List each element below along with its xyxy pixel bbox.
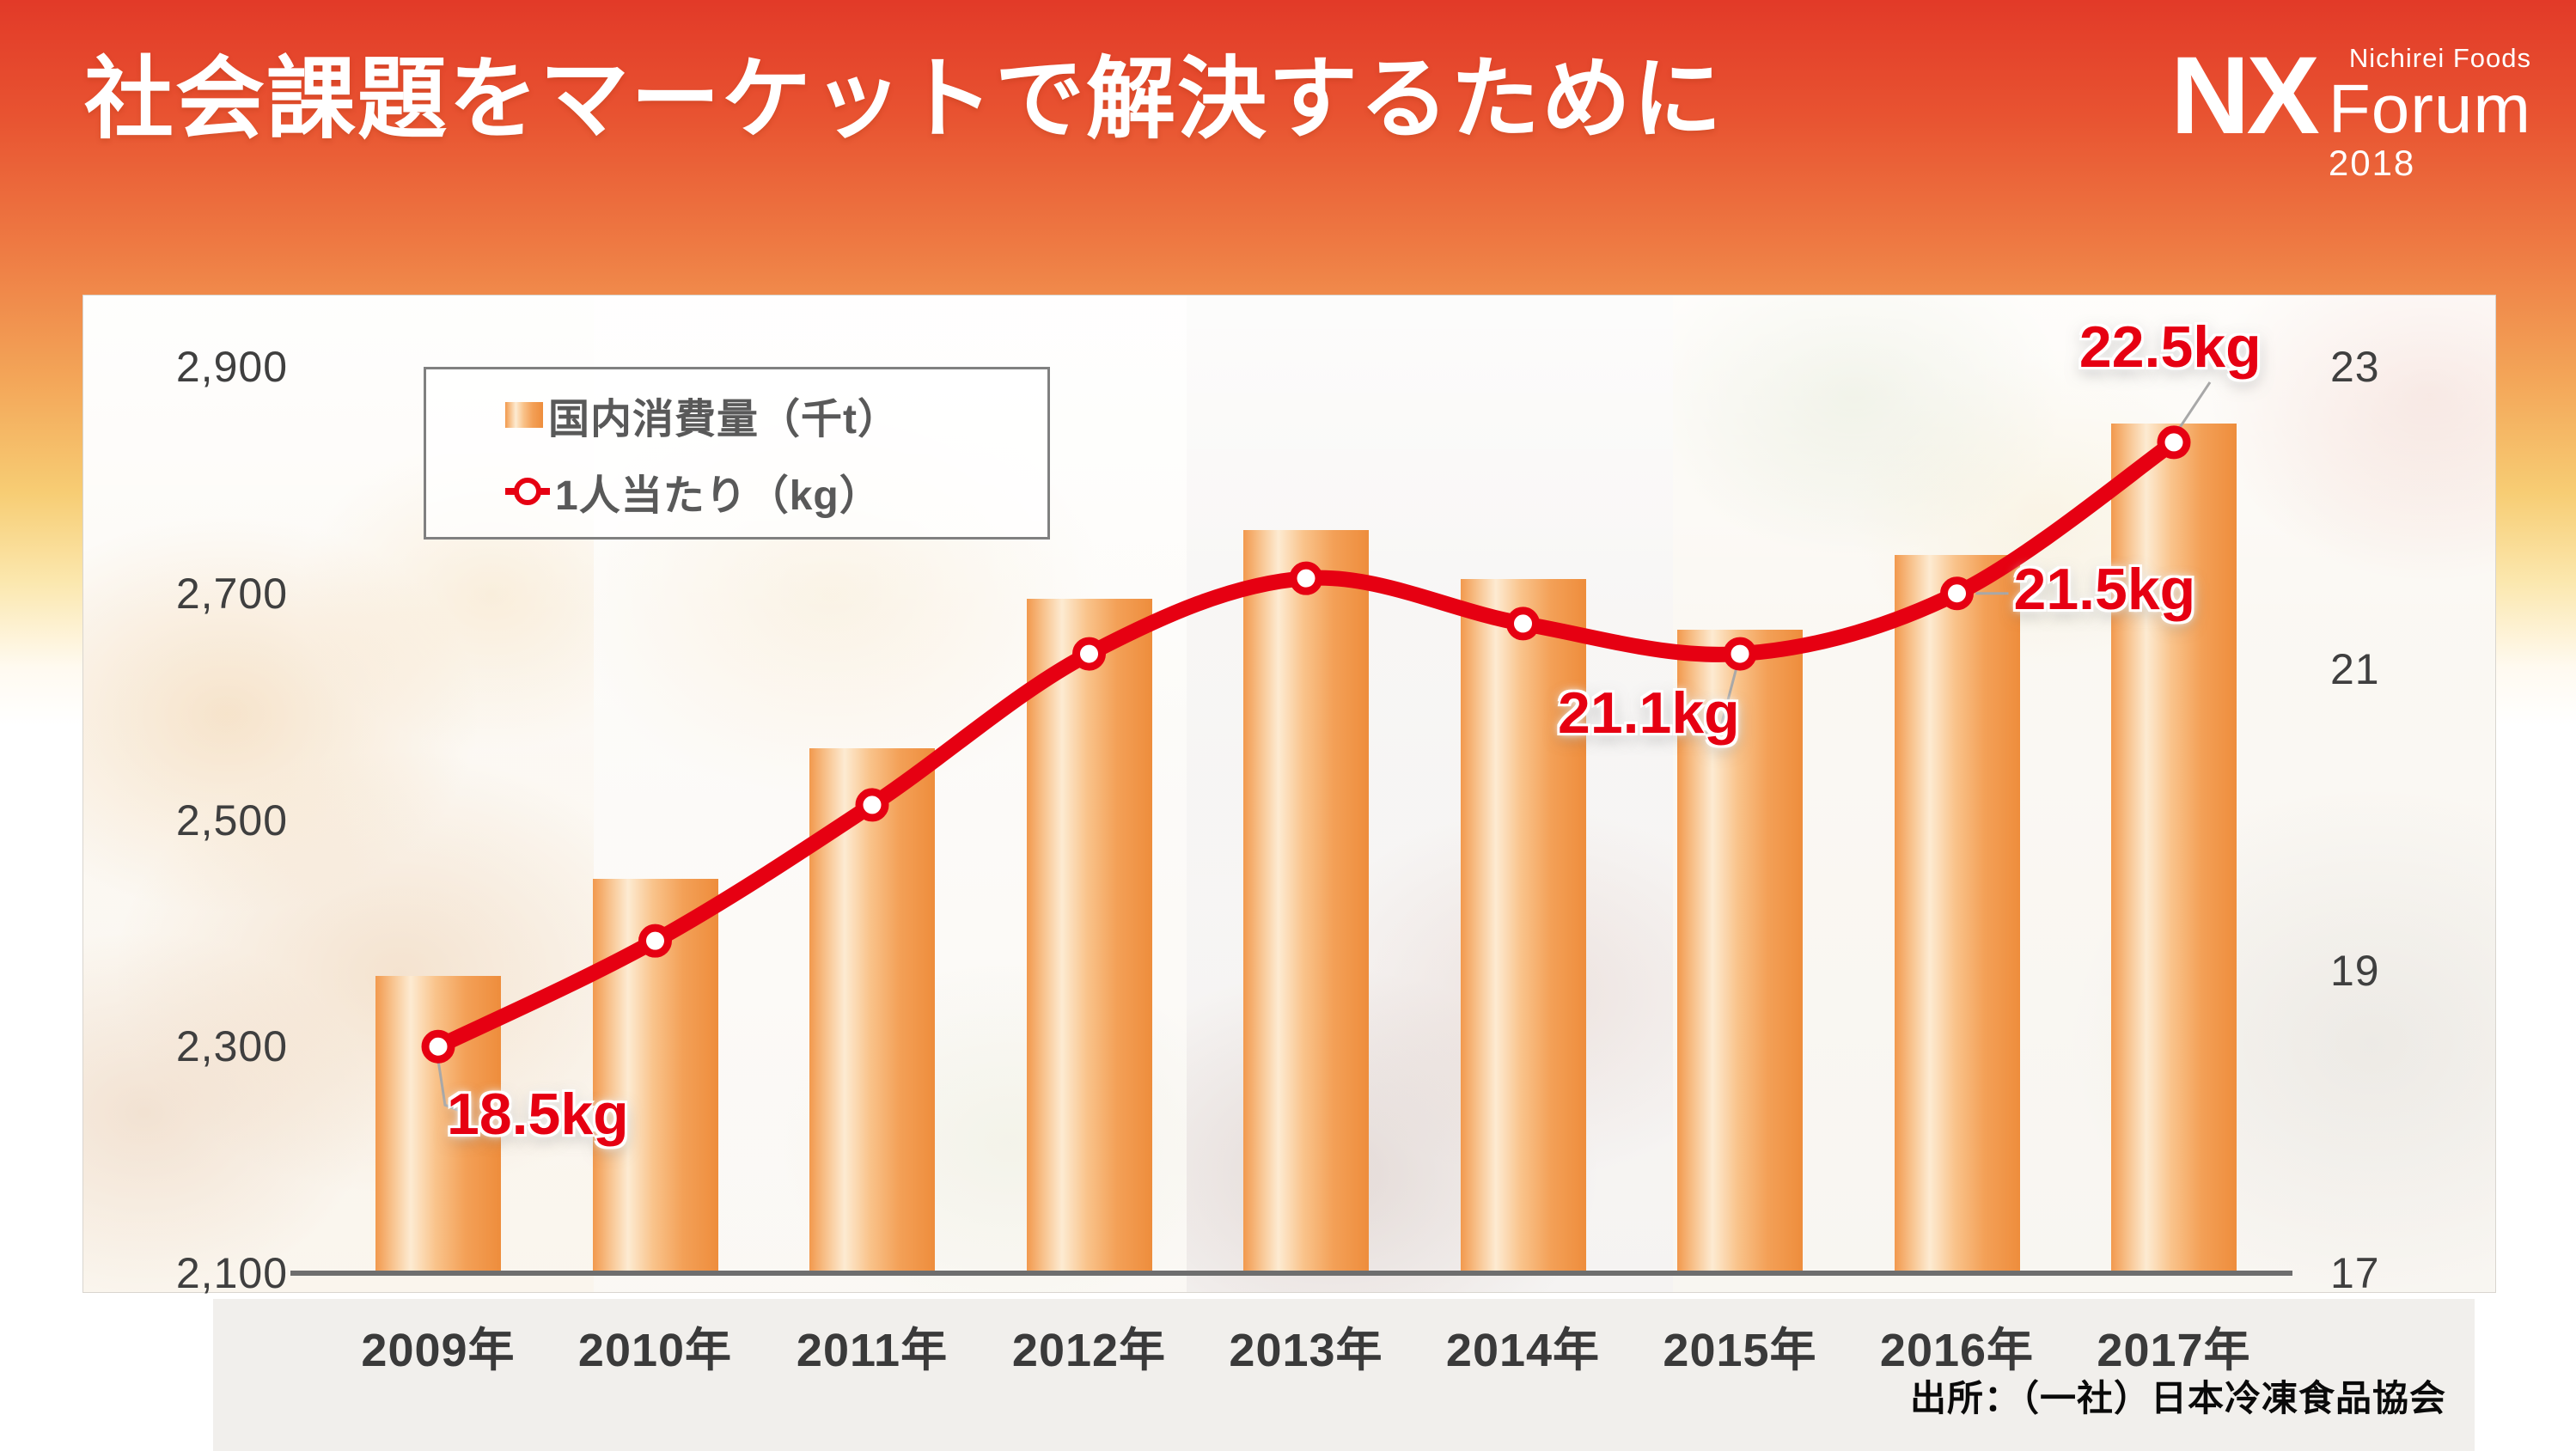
left-axis-tick-2,300: 2,300 bbox=[175, 1022, 288, 1071]
x-axis-label-2016年: 2016年 bbox=[1879, 1325, 2035, 1376]
page-title: 社会課題をマーケットで解決するために bbox=[84, 50, 1724, 149]
left-axis-tick-2,500: 2,500 bbox=[175, 796, 288, 844]
category-axis-band bbox=[213, 1299, 2475, 1451]
bar-2016年 bbox=[1894, 554, 2020, 1273]
source-note: 出所：（一社）日本冷凍食品協会 bbox=[1910, 1378, 2447, 1418]
right-axis-tick-21: 21 bbox=[2330, 644, 2380, 693]
right-axis-tick-19: 19 bbox=[2330, 947, 2380, 996]
point-label-21.1kg: 21.1kg bbox=[1558, 680, 1740, 747]
nx-forum-logo: NX Nichirei Foods Forum 2018 bbox=[2170, 41, 2531, 181]
point-label-22.5kg: 22.5kg bbox=[2079, 314, 2262, 380]
bar-2012年 bbox=[1026, 599, 1152, 1273]
x-axis-line bbox=[290, 1271, 2292, 1276]
x-axis-label-2012年: 2012年 bbox=[1011, 1325, 1167, 1376]
bar-2011年 bbox=[809, 748, 935, 1273]
bar-2013年 bbox=[1243, 529, 1369, 1273]
chart-legend: 国内消費量（千t） 1人当たり（kg） bbox=[424, 367, 1050, 540]
left-axis-tick-2,900: 2,900 bbox=[175, 343, 288, 391]
point-label-18.5kg: 18.5kg bbox=[447, 1082, 629, 1148]
x-axis-label-2009年: 2009年 bbox=[361, 1325, 516, 1376]
legend-item-bar: 国内消費量（千t） bbox=[505, 385, 1047, 445]
x-axis-label-2013年: 2013年 bbox=[1229, 1325, 1383, 1376]
legend-bar-label: 国内消費量（千t） bbox=[548, 397, 900, 443]
point-label-21.5kg: 21.5kg bbox=[2013, 556, 2196, 622]
legend-line-label: 1人当たり（kg） bbox=[555, 472, 882, 519]
bar-2017年 bbox=[2111, 423, 2237, 1273]
logo-brand-text: Nichirei Foods bbox=[2348, 43, 2531, 73]
left-axis-tick-2,700: 2,700 bbox=[175, 569, 288, 618]
legend-item-line: 1人当たり（kg） bbox=[505, 461, 1047, 521]
right-axis-tick-17: 17 bbox=[2330, 1249, 2380, 1297]
x-axis-label-2011年: 2011年 bbox=[796, 1325, 949, 1376]
x-axis-label-2014年: 2014年 bbox=[1445, 1325, 1601, 1376]
bar-swatch-icon bbox=[505, 402, 543, 429]
x-axis-label-2010年: 2010年 bbox=[577, 1325, 733, 1376]
x-axis-label-2017年: 2017年 bbox=[2097, 1325, 2251, 1376]
x-axis-label-2015年: 2015年 bbox=[1663, 1325, 1817, 1376]
right-axis-tick-23: 23 bbox=[2330, 343, 2380, 391]
left-axis-tick-2,100: 2,100 bbox=[175, 1249, 288, 1297]
bar-2010年 bbox=[592, 879, 718, 1273]
logo-forum-text: Forum bbox=[2328, 70, 2531, 147]
line-marker-icon bbox=[505, 476, 550, 507]
logo-year-text: 2018 bbox=[2328, 143, 2416, 183]
logo-nx-text: NX bbox=[2170, 34, 2320, 157]
